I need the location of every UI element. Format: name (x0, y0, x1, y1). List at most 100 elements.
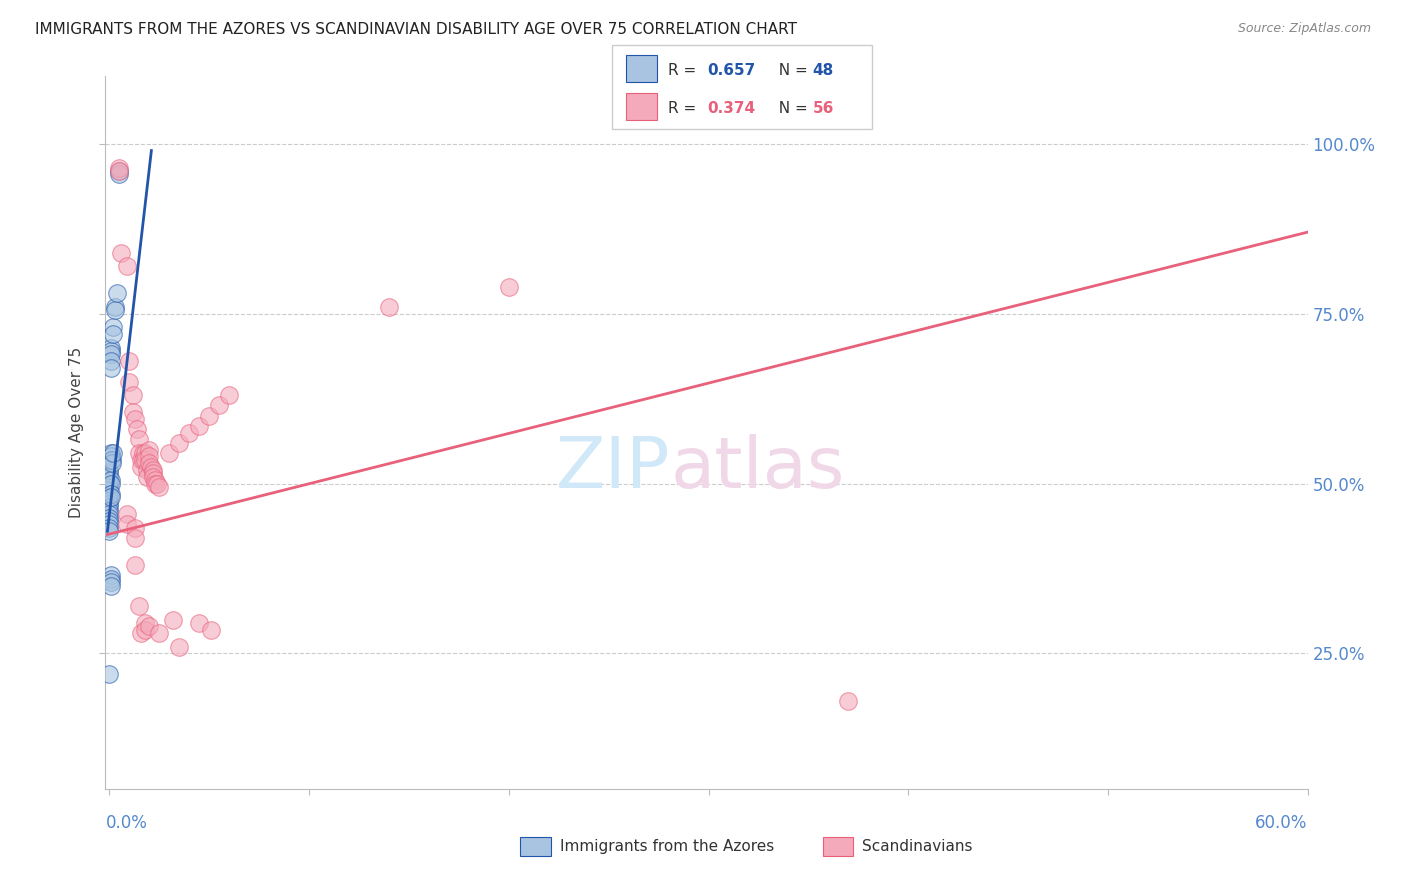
Point (100, 347, 122, 361)
Point (101, 452, 124, 467)
Point (98, 470, 121, 484)
Point (118, 354, 141, 368)
Point (200, 623, 222, 637)
Point (169, 640, 191, 654)
Point (98, 493, 121, 508)
Point (122, 405, 145, 419)
Point (132, 452, 155, 467)
Point (208, 399, 231, 413)
Text: 48: 48 (813, 62, 834, 78)
Point (98, 487, 121, 501)
Point (108, 164, 131, 178)
Point (134, 452, 156, 467)
Point (98, 504, 121, 518)
Text: 56: 56 (813, 101, 834, 116)
Point (134, 446, 156, 460)
Point (98, 517, 121, 532)
Point (131, 459, 153, 474)
Point (157, 446, 180, 460)
Point (141, 459, 163, 474)
Point (188, 615, 211, 630)
Point (138, 442, 160, 457)
Point (138, 450, 160, 464)
Point (103, 446, 125, 460)
Point (100, 361, 122, 376)
Point (98, 500, 121, 515)
Point (118, 375, 141, 389)
Point (98, 483, 121, 498)
Point (98, 490, 121, 504)
Point (131, 626, 153, 640)
Point (179, 425, 201, 440)
Point (138, 619, 160, 633)
Point (100, 568, 122, 582)
Point (108, 164, 131, 178)
Text: 0.657: 0.657 (707, 62, 755, 78)
Text: Immigrants from the Azores: Immigrants from the Azores (560, 839, 773, 854)
Point (142, 470, 165, 484)
Point (98, 476, 121, 491)
Point (198, 409, 221, 423)
Point (136, 463, 159, 477)
Point (98, 497, 121, 511)
Point (98, 473, 121, 487)
Point (146, 476, 169, 491)
Point (108, 161, 131, 175)
Point (104, 300, 127, 314)
Text: N =: N = (769, 101, 813, 116)
Point (98, 476, 121, 491)
Point (110, 245, 132, 260)
Point (103, 320, 125, 334)
Y-axis label: Disability Age Over 75: Disability Age Over 75 (69, 347, 84, 518)
Point (100, 452, 122, 467)
Point (98, 514, 121, 528)
Point (142, 467, 165, 481)
Point (100, 446, 122, 460)
Point (131, 452, 153, 467)
Point (100, 450, 122, 464)
Point (100, 572, 122, 586)
Point (162, 613, 184, 627)
Point (124, 531, 146, 545)
Point (128, 433, 150, 447)
Point (188, 418, 211, 433)
Point (218, 388, 240, 402)
Point (148, 626, 170, 640)
Point (108, 167, 131, 181)
Point (107, 286, 129, 301)
Point (837, 694, 859, 708)
Point (104, 303, 127, 318)
Point (124, 558, 146, 573)
Point (128, 599, 150, 613)
Point (122, 388, 145, 402)
Point (134, 615, 156, 630)
Point (100, 344, 122, 359)
Point (124, 521, 146, 535)
Point (138, 456, 160, 470)
Point (148, 480, 170, 494)
Text: atlas: atlas (671, 434, 845, 503)
Text: Scandinavians: Scandinavians (862, 839, 973, 854)
Point (100, 341, 122, 355)
Point (100, 354, 122, 368)
Text: 0.0%: 0.0% (105, 814, 148, 831)
Point (145, 476, 167, 491)
Point (98, 666, 121, 681)
Point (101, 456, 124, 470)
Point (142, 463, 165, 477)
Text: R =: R = (668, 62, 702, 78)
Point (136, 470, 159, 484)
Text: IMMIGRANTS FROM THE AZORES VS SCANDINAVIAN DISABILITY AGE OVER 75 CORRELATION CH: IMMIGRANTS FROM THE AZORES VS SCANDINAVI… (35, 22, 797, 37)
Point (117, 259, 139, 273)
Point (134, 623, 156, 637)
Point (98, 467, 121, 481)
Point (132, 446, 155, 460)
Point (100, 473, 122, 487)
Point (98, 524, 121, 538)
Text: Source: ZipAtlas.com: Source: ZipAtlas.com (1237, 22, 1371, 36)
Point (127, 422, 149, 436)
Point (100, 490, 122, 504)
Text: ZIP: ZIP (555, 434, 671, 503)
Point (128, 446, 150, 460)
Point (98, 521, 121, 535)
